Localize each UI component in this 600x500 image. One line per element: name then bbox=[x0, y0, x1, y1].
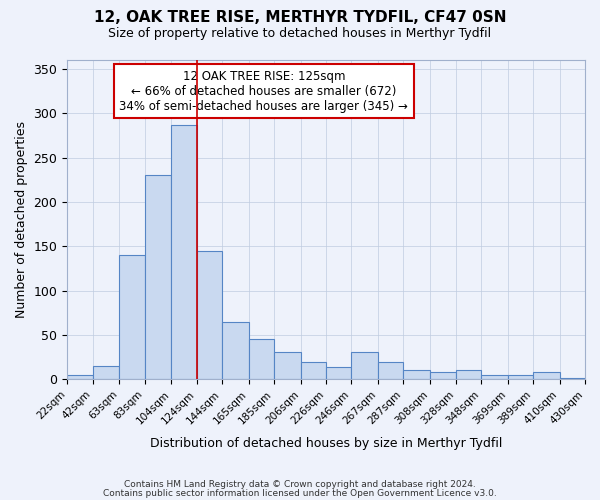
Bar bbox=[92, 366, 119, 380]
Bar bbox=[455, 370, 481, 380]
Text: 12, OAK TREE RISE, MERTHYR TYDFIL, CF47 0SN: 12, OAK TREE RISE, MERTHYR TYDFIL, CF47 … bbox=[94, 10, 506, 25]
Bar bbox=[171, 124, 197, 380]
Text: Contains public sector information licensed under the Open Government Licence v3: Contains public sector information licen… bbox=[103, 488, 497, 498]
Bar bbox=[378, 362, 403, 380]
Bar bbox=[481, 375, 508, 380]
Bar bbox=[403, 370, 430, 380]
Text: 12 OAK TREE RISE: 125sqm
← 66% of detached houses are smaller (672)
34% of semi-: 12 OAK TREE RISE: 125sqm ← 66% of detach… bbox=[119, 70, 409, 112]
Bar bbox=[145, 176, 171, 380]
Bar bbox=[508, 375, 533, 380]
Bar bbox=[560, 378, 585, 380]
Bar bbox=[119, 255, 145, 380]
Text: Size of property relative to detached houses in Merthyr Tydfil: Size of property relative to detached ho… bbox=[109, 28, 491, 40]
Bar bbox=[248, 338, 274, 380]
Bar bbox=[301, 362, 326, 380]
Bar bbox=[352, 352, 378, 380]
X-axis label: Distribution of detached houses by size in Merthyr Tydfil: Distribution of detached houses by size … bbox=[150, 437, 502, 450]
Bar bbox=[326, 367, 352, 380]
Bar bbox=[222, 322, 248, 380]
Y-axis label: Number of detached properties: Number of detached properties bbox=[15, 121, 28, 318]
Bar bbox=[533, 372, 560, 380]
Text: Contains HM Land Registry data © Crown copyright and database right 2024.: Contains HM Land Registry data © Crown c… bbox=[124, 480, 476, 489]
Bar bbox=[197, 250, 222, 380]
Bar bbox=[67, 375, 92, 380]
Bar bbox=[274, 352, 301, 380]
Bar bbox=[430, 372, 455, 380]
